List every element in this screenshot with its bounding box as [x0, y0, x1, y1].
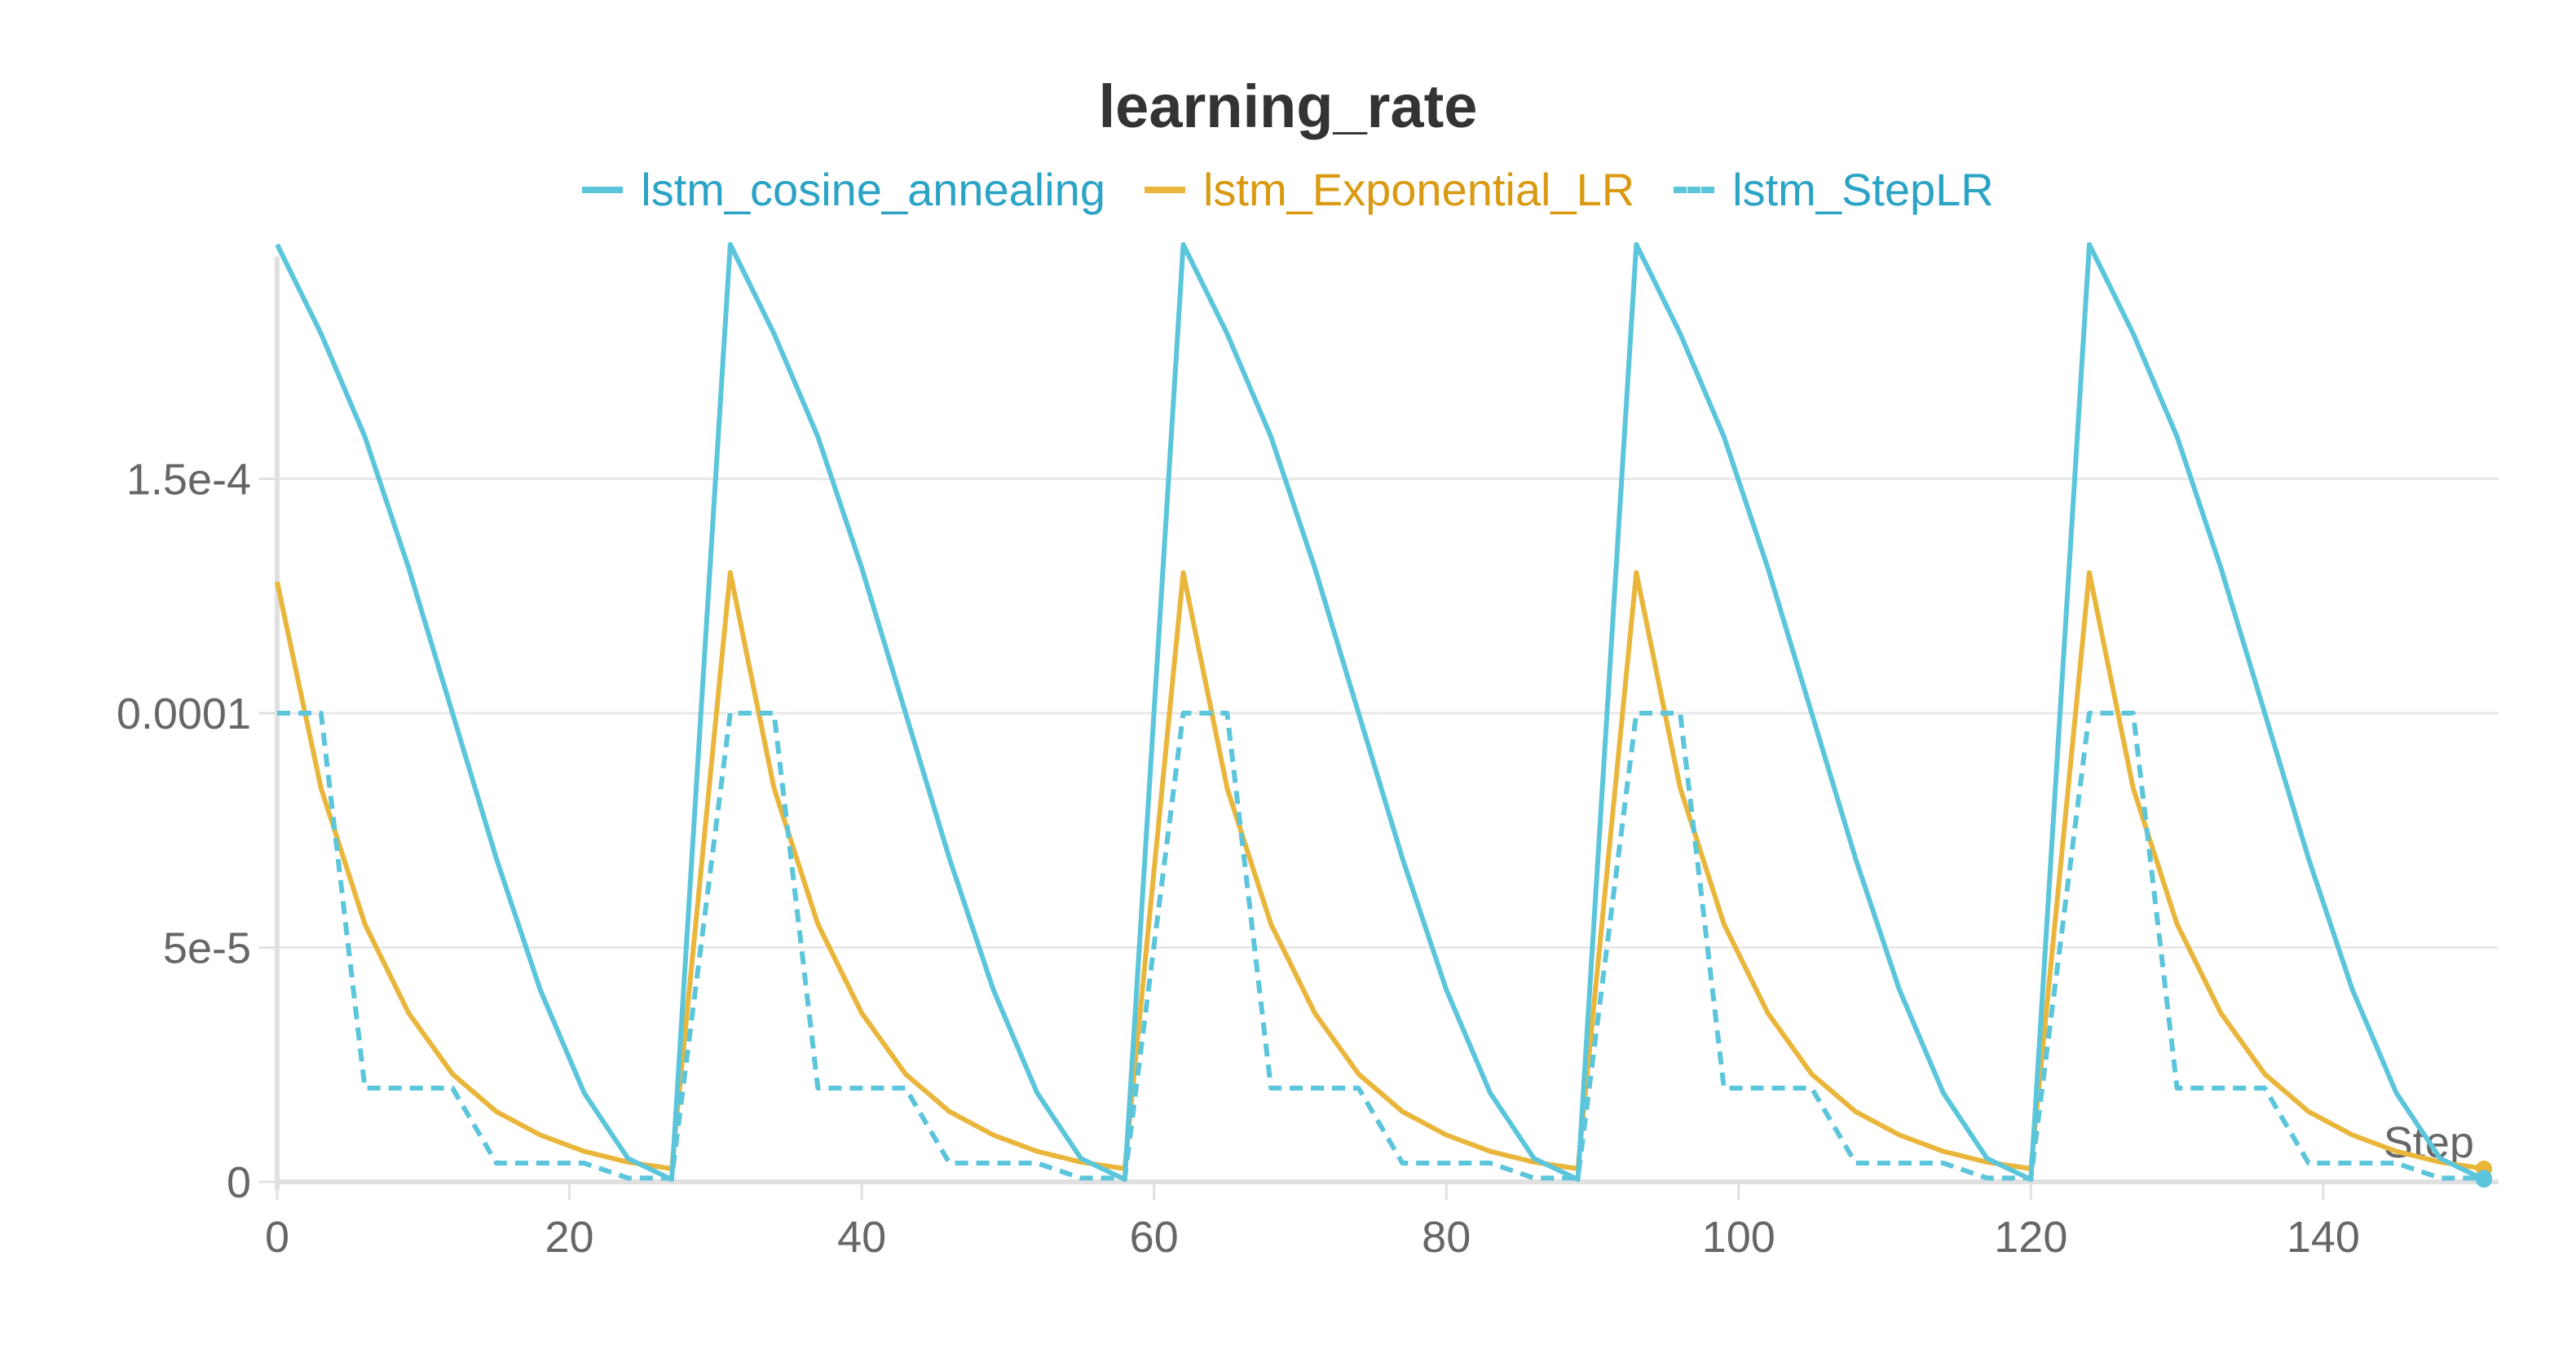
y-tick-label: 0: [227, 1158, 251, 1207]
x-tick-label: 140: [2287, 1213, 2360, 1262]
legend-swatch: [1144, 186, 1185, 193]
series-line-lstm_cosine_annealing: [275, 242, 2486, 1183]
x-tick-label: 20: [545, 1213, 594, 1262]
series-end-marker: [2476, 1170, 2493, 1187]
legend: lstm_cosine_annealing lstm_Exponential_LR…: [0, 163, 2576, 216]
legend-item[interactable]: lstm_StepLR: [1674, 163, 1994, 216]
legend-swatch: [1674, 186, 1715, 193]
series-line-lstm_StepLR: [277, 711, 2485, 1181]
x-tick-label: 120: [1994, 1213, 2067, 1262]
chart-title: learning_rate: [1098, 73, 1478, 140]
legend-swatch: [582, 186, 624, 193]
x-tick-label: 100: [1702, 1213, 1775, 1262]
legend-label: lstm_Exponential_LR: [1202, 164, 1635, 215]
legend-label: lstm_cosine_annealing: [641, 164, 1105, 215]
y-tick-label: 5e-5: [163, 924, 251, 973]
x-tick-label: 60: [1130, 1213, 1179, 1262]
legend-label: lstm_StepLR: [1732, 164, 1994, 215]
legend-item[interactable]: lstm_cosine_annealing: [582, 163, 1105, 216]
x-tick-label: 40: [837, 1213, 886, 1262]
x-tick-label: 80: [1422, 1213, 1471, 1262]
legend-item[interactable]: lstm_Exponential_LR: [1144, 163, 1635, 216]
y-tick-label: 1.5e-4: [126, 456, 251, 505]
x-tick-label: 0: [265, 1213, 289, 1262]
y-tick-label: 0.0001: [117, 690, 251, 738]
